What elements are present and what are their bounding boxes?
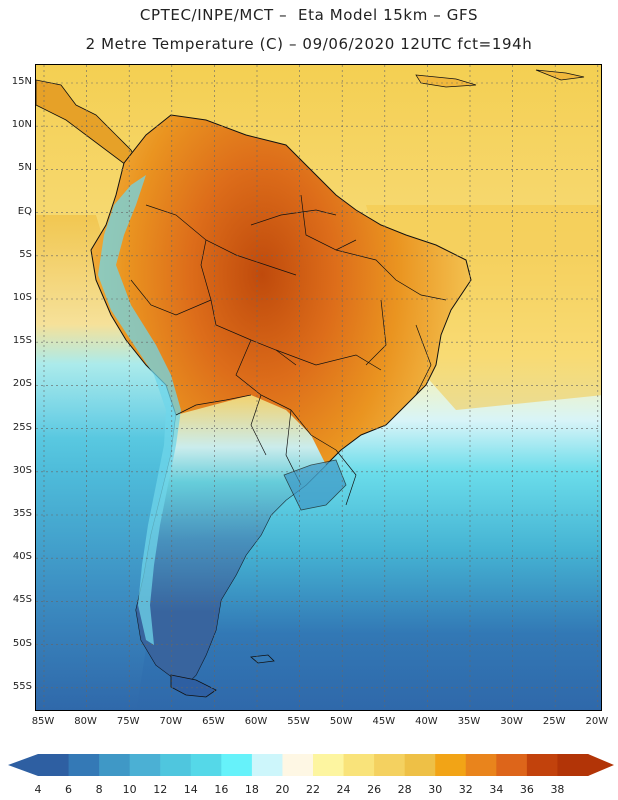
- colorbar-cell: [343, 754, 375, 776]
- colorbar-cell: [221, 754, 253, 776]
- colorbar-left-arrow: [8, 754, 38, 776]
- colorbar-tick-label: 32: [458, 783, 473, 796]
- colorbar-tick-label: 24: [336, 783, 351, 796]
- colorbar-cell: [282, 754, 314, 776]
- lon-label: 40W: [415, 716, 438, 727]
- lon-label: 35W: [457, 716, 481, 727]
- lat-label: EQ: [17, 205, 32, 217]
- lon-label: 55W: [287, 716, 310, 727]
- colorbar-cell: [557, 754, 589, 776]
- colorbar-cell: [129, 754, 161, 776]
- colorbar-tick-label: 30: [428, 783, 443, 796]
- lon-label: 30W: [500, 716, 523, 727]
- lon-label: 50W: [329, 716, 353, 727]
- colorbar-tick-label: 22: [306, 783, 320, 796]
- colorbar-cell: [465, 754, 497, 776]
- lon-label: 75W: [116, 716, 140, 727]
- colorbar-tick-label: 20: [275, 783, 290, 796]
- lon-label: 65W: [202, 716, 225, 727]
- lat-label: 10N: [11, 119, 32, 131]
- map-frame: [35, 64, 602, 711]
- colorbar-tick-label: 28: [397, 783, 412, 796]
- colorbar-tick-label: 34: [489, 783, 504, 796]
- lat-label: 50S: [12, 637, 32, 649]
- chart-title-line1: CPTEC/INPE/MCT – Eta Model 15km – GFS: [139, 6, 479, 24]
- lat-label: 20S: [12, 378, 32, 390]
- southern-cone-cool-region: [136, 395, 326, 685]
- tierra-del-fuego: [170, 674, 217, 698]
- temperature-colorbar: [8, 754, 614, 776]
- colorbar-cell: [404, 754, 436, 776]
- colorbar-cell: [38, 754, 70, 776]
- lat-label: 5N: [18, 162, 32, 174]
- lat-label: 40S: [12, 551, 32, 563]
- colorbar-tick-label: 8: [95, 783, 103, 796]
- lon-label: 70W: [159, 716, 183, 727]
- colorbar-cell: [496, 754, 528, 776]
- lat-label: 15S: [12, 335, 32, 347]
- colorbar-tick-label: 14: [183, 783, 198, 796]
- colorbar-cell: [313, 754, 345, 776]
- colorbar-tick-label: 4: [34, 783, 42, 796]
- colorbar-tick-label: 12: [153, 783, 168, 796]
- colorbar-right-arrow: [588, 754, 614, 776]
- lat-label: 55S: [12, 680, 32, 692]
- lat-label: 35S: [12, 508, 32, 519]
- lat-label: 30S: [12, 464, 32, 476]
- chart-title-line2: 2 Metre Temperature (C) – 09/06/2020 12U…: [85, 35, 533, 53]
- lon-label: 60W: [244, 716, 268, 727]
- andes-cold-strip: [98, 175, 181, 645]
- uruguay-region: [283, 459, 347, 511]
- colorbar-cell: [374, 754, 406, 776]
- colorbar-tick-label: 6: [65, 783, 73, 796]
- caribbean-islands: [415, 74, 477, 88]
- lon-label: 80W: [74, 716, 97, 727]
- lon-label: 20W: [585, 716, 609, 727]
- lon-label: 45W: [372, 716, 396, 727]
- lat-label: 10S: [12, 292, 32, 303]
- colorbar-cell: [190, 754, 222, 776]
- colorbar-cell: [435, 754, 467, 776]
- lat-label: 5S: [19, 248, 32, 260]
- colorbar-cell: [251, 754, 283, 776]
- colorbar-tick-label: 26: [367, 783, 382, 796]
- lat-label: 25S: [12, 421, 32, 433]
- colorbar-cell: [526, 754, 558, 776]
- lon-label: 25W: [542, 716, 566, 727]
- caribbean-islands-east: [535, 69, 585, 81]
- colorbar-tick-label: 38: [550, 783, 565, 796]
- colorbar-tick-label: 16: [214, 783, 229, 796]
- lat-label: 45S: [12, 594, 32, 606]
- colorbar-tick-label: 10: [122, 783, 137, 796]
- colorbar-cell: [99, 754, 131, 776]
- colorbar-tick-label: 36: [519, 783, 534, 796]
- colorbar-cell: [68, 754, 100, 776]
- lat-label: 15N: [11, 76, 32, 87]
- colorbar-tick-label: 18: [244, 783, 259, 796]
- lon-label: 85W: [31, 716, 55, 727]
- colorbar-cell: [160, 754, 192, 776]
- temperature-map: [36, 65, 601, 710]
